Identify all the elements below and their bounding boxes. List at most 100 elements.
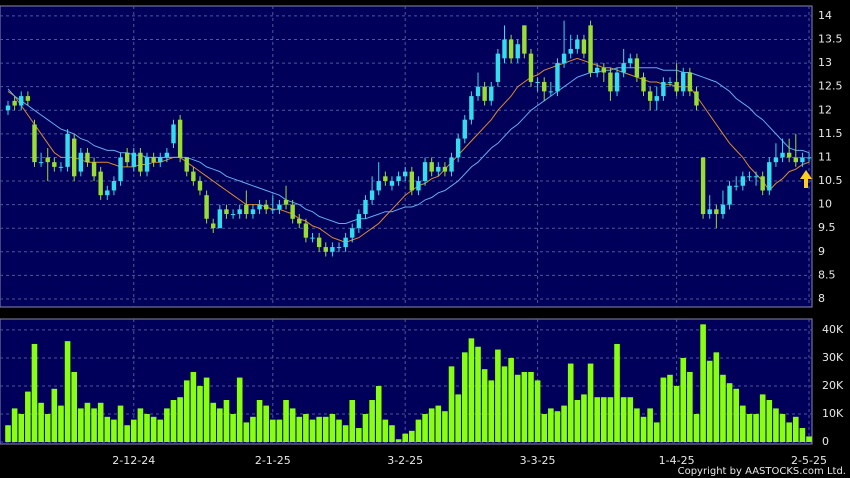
candle-body	[270, 209, 275, 211]
y-tick-label: 9	[818, 245, 825, 258]
candle-body	[131, 152, 136, 167]
x-tick-label: 1-4-25	[659, 454, 695, 467]
candle-body	[283, 199, 289, 205]
y-tick-label: 13.5	[818, 32, 843, 45]
y-tick-label: 9.5	[818, 221, 836, 234]
volume-bar	[601, 397, 607, 443]
volume-bar	[687, 371, 693, 443]
candle-body	[204, 195, 209, 219]
volume-bar	[495, 349, 501, 443]
volume-bar	[700, 324, 706, 443]
candle-body	[641, 77, 646, 92]
volume-bar	[402, 433, 408, 443]
candle-body	[773, 157, 779, 163]
candle-body	[608, 72, 613, 92]
candle-body	[614, 72, 620, 92]
y-tick-label: 12	[818, 103, 832, 116]
candle-body	[793, 157, 798, 163]
volume-bar	[508, 357, 514, 443]
volume-bar	[170, 399, 177, 443]
volume-bar	[435, 405, 442, 443]
y-tick-label: 14	[818, 9, 832, 22]
volume-bar	[634, 408, 640, 443]
y-tick-label: 12.5	[818, 80, 843, 93]
y-tick-label: 20K	[822, 379, 844, 392]
volume-bar	[5, 425, 11, 443]
candle-body	[32, 124, 37, 163]
candle-body	[177, 119, 183, 158]
volume-bar	[38, 402, 44, 443]
candle-body	[667, 81, 673, 83]
volume-bar	[779, 414, 786, 443]
candle-body	[376, 181, 381, 191]
volume-bar	[614, 343, 620, 443]
candle-body	[98, 171, 103, 196]
y-tick-label: 13	[818, 56, 832, 69]
candle-body	[694, 91, 699, 106]
candle-body	[356, 214, 362, 229]
volume-bar	[276, 419, 283, 443]
volume-bar	[78, 408, 84, 443]
volume-bar	[25, 391, 31, 443]
candle-body	[343, 237, 348, 248]
volume-bar	[362, 414, 369, 443]
volume-bar	[746, 414, 753, 443]
volume-bar	[210, 402, 217, 443]
volume-bar	[680, 357, 687, 443]
volume-bar	[541, 414, 548, 443]
candle-body	[124, 152, 130, 163]
candle-body	[647, 91, 653, 101]
volume-bar	[667, 374, 673, 443]
volume-bar	[521, 371, 528, 443]
volume-bar	[554, 411, 561, 443]
volume-bar	[18, 414, 25, 443]
volume-bar	[342, 425, 349, 443]
y-tick-label: 10K	[822, 407, 844, 420]
candle-body	[449, 157, 454, 172]
candle-body	[740, 176, 746, 186]
candle-body	[654, 96, 659, 101]
volume-bar	[336, 419, 342, 443]
candle-body	[502, 39, 507, 59]
volume-bar	[322, 416, 329, 443]
volume-bar	[51, 388, 58, 443]
candle-body	[436, 166, 441, 172]
volume-bar	[349, 399, 356, 443]
x-tick-label: 2-5-25	[791, 454, 827, 467]
candle-body	[674, 81, 679, 92]
volume-bar	[177, 397, 183, 443]
candle-body	[535, 81, 540, 83]
candle-body	[316, 237, 322, 248]
volume-bar	[806, 436, 812, 443]
volume-bar	[230, 414, 236, 443]
volume-bar	[84, 402, 91, 443]
volume-bar	[111, 419, 117, 443]
volume-bar	[375, 385, 382, 443]
candle-body	[707, 209, 712, 215]
volume-bar	[733, 388, 739, 443]
volume-bar	[409, 430, 415, 443]
candle-body	[78, 152, 84, 172]
candle-body	[45, 157, 50, 163]
volume-bar	[528, 371, 534, 443]
candle-body	[363, 199, 368, 215]
y-tick-label: 11.5	[818, 127, 843, 140]
candle-body	[806, 157, 812, 159]
volume-bar	[382, 419, 389, 443]
volume-bar	[673, 385, 680, 443]
marker-arrow	[800, 170, 812, 188]
candle-body	[25, 96, 31, 101]
candle-body	[429, 162, 434, 172]
candle-body	[734, 185, 739, 187]
candle-body	[144, 157, 150, 172]
volume-bar	[759, 394, 766, 443]
volume-bar	[190, 371, 197, 443]
y-tick-label: 8	[818, 292, 825, 305]
candle-body	[277, 204, 282, 210]
candle-body	[700, 157, 706, 215]
volume-bar	[309, 419, 316, 443]
volume-bar	[799, 428, 806, 443]
candle-body	[38, 162, 44, 164]
candle-body	[475, 86, 481, 97]
